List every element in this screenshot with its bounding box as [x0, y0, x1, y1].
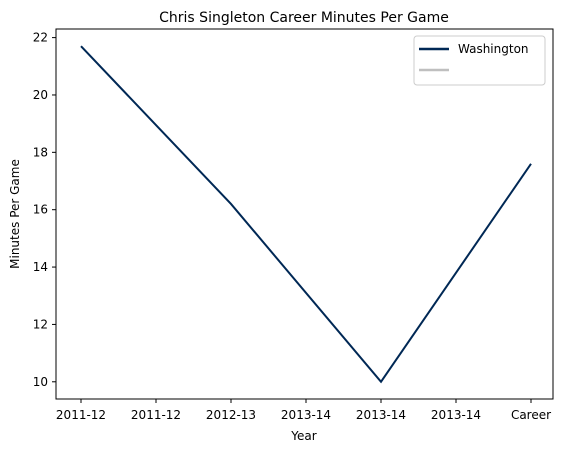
x-tick-label-2: 2012-13: [206, 408, 256, 422]
y-tick-label-2: 14: [33, 260, 48, 274]
x-tick-label-4: 2013-14: [356, 408, 406, 422]
plot-frame: [55, 28, 554, 400]
x-axis: 2011-12 2011-12 2012-13 2013-14 2013-14 2013-…: [56, 399, 551, 422]
x-tick-label-5: 2013-14: [431, 408, 481, 422]
legend: Washington: [413, 35, 546, 86]
chart-title: Chris Singleton Career Minutes Per Game: [159, 10, 449, 26]
series-layer: [80, 45, 532, 384]
x-axis-label: Year: [290, 429, 316, 443]
y-axis: 10 12 14 16 18 20 22: [33, 31, 56, 389]
y-tick-label-1: 12: [33, 317, 48, 331]
x-tick-label-0: 2011-12: [56, 408, 106, 422]
legend-label-washington: Washington: [458, 42, 529, 56]
y-tick-label-0: 10: [33, 375, 48, 389]
x-tick-label-3: 2013-14: [281, 408, 331, 422]
y-tick-label-5: 20: [33, 88, 48, 102]
x-tick-label-6: Career: [511, 408, 551, 422]
y-tick-label-6: 22: [33, 31, 48, 45]
y-tick-label-3: 16: [33, 203, 48, 217]
x-tick-label-1: 2011-12: [131, 408, 181, 422]
y-tick-label-4: 18: [33, 145, 48, 159]
y-axis-label: Minutes Per Game: [8, 159, 22, 269]
series-line-0: [80, 45, 532, 384]
plot-area: 10 12 14 16 18 20 22 2011-12 2011-12 2012-13 2013…: [33, 28, 554, 422]
